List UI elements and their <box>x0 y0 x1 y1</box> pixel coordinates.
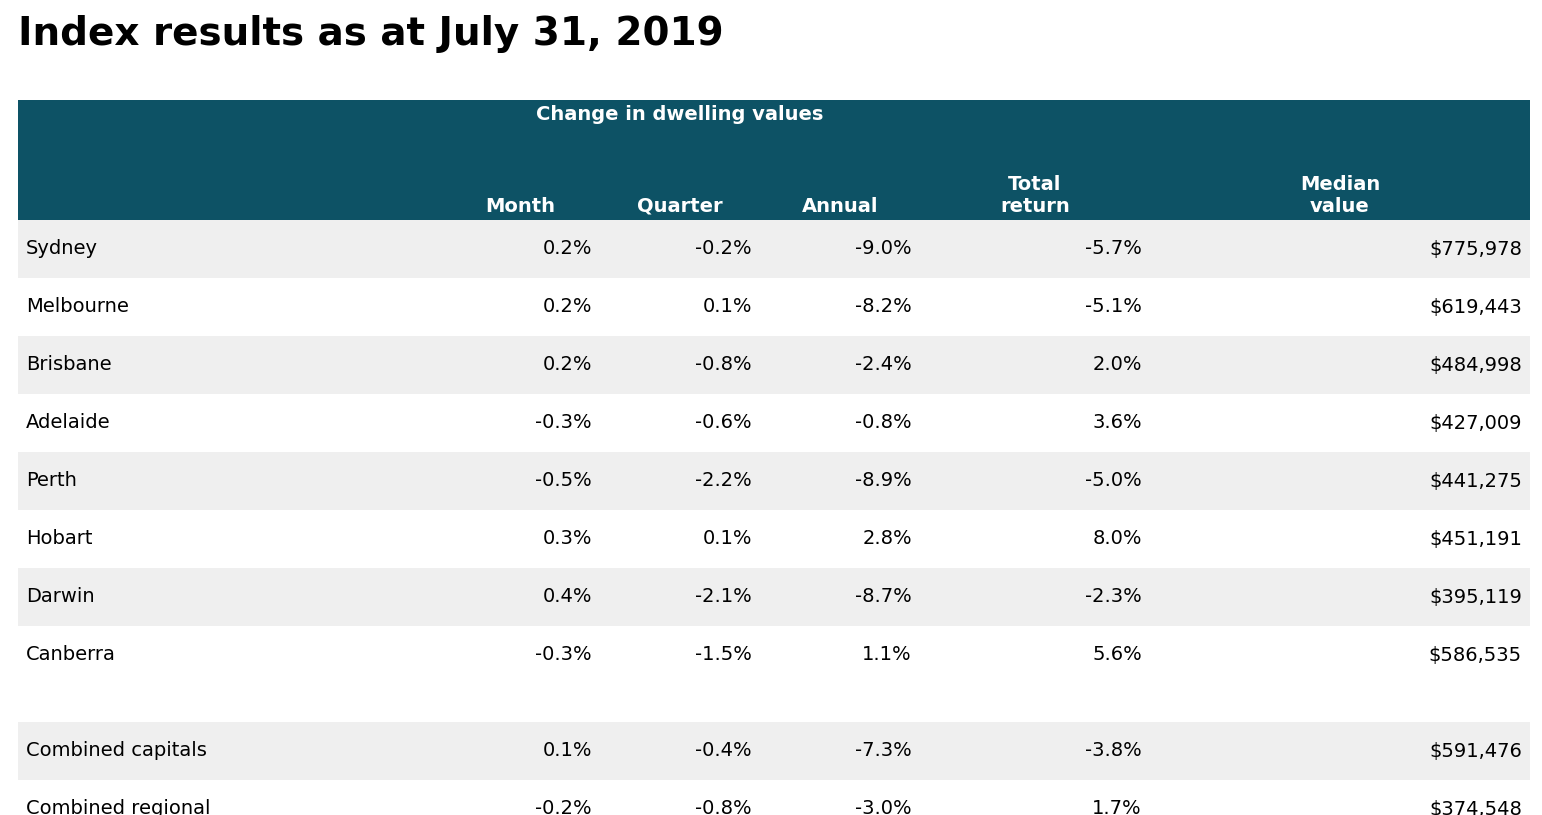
Text: $586,535: $586,535 <box>1429 645 1522 664</box>
Text: $619,443: $619,443 <box>1429 297 1522 316</box>
Text: -1.5%: -1.5% <box>695 645 752 664</box>
Text: -5.0%: -5.0% <box>1086 472 1143 491</box>
Text: 0.1%: 0.1% <box>543 742 592 760</box>
Text: $484,998: $484,998 <box>1429 355 1522 375</box>
Text: 5.6%: 5.6% <box>1092 645 1143 664</box>
Text: -5.1%: -5.1% <box>1086 297 1143 316</box>
Text: Combined regional: Combined regional <box>26 800 211 815</box>
Text: Change in dwelling values: Change in dwelling values <box>537 105 823 124</box>
Text: -7.3%: -7.3% <box>856 742 911 760</box>
Text: 0.4%: 0.4% <box>543 588 592 606</box>
Text: $775,978: $775,978 <box>1429 240 1522 258</box>
Text: -0.8%: -0.8% <box>856 413 911 433</box>
Text: 0.2%: 0.2% <box>543 297 592 316</box>
Text: 0.1%: 0.1% <box>703 297 752 316</box>
Text: Median
value: Median value <box>1300 175 1380 216</box>
Text: Brisbane: Brisbane <box>26 355 111 375</box>
Text: -9.0%: -9.0% <box>856 240 911 258</box>
Text: 2.8%: 2.8% <box>862 530 911 548</box>
Bar <box>19 568 1530 626</box>
Text: -2.1%: -2.1% <box>695 588 752 606</box>
Text: Annual: Annual <box>802 197 879 216</box>
Text: -3.8%: -3.8% <box>1086 742 1143 760</box>
Text: Total
return: Total return <box>1001 175 1070 216</box>
Bar <box>19 780 1530 815</box>
Text: -2.3%: -2.3% <box>1086 588 1143 606</box>
Text: -5.7%: -5.7% <box>1086 240 1143 258</box>
Text: 0.2%: 0.2% <box>543 355 592 375</box>
Text: -0.5%: -0.5% <box>535 472 592 491</box>
Text: 8.0%: 8.0% <box>1092 530 1143 548</box>
Text: -8.2%: -8.2% <box>856 297 911 316</box>
Text: Melbourne: Melbourne <box>26 297 130 316</box>
Bar <box>19 100 1530 220</box>
Text: Adelaide: Adelaide <box>26 413 111 433</box>
Text: 0.3%: 0.3% <box>543 530 592 548</box>
Text: 0.1%: 0.1% <box>703 530 752 548</box>
Bar <box>19 394 1530 452</box>
Bar <box>19 278 1530 336</box>
Text: -0.3%: -0.3% <box>535 645 592 664</box>
Text: 1.7%: 1.7% <box>1092 800 1143 815</box>
Text: -0.2%: -0.2% <box>695 240 752 258</box>
Text: Hobart: Hobart <box>26 530 93 548</box>
Text: -0.3%: -0.3% <box>535 413 592 433</box>
Text: -2.2%: -2.2% <box>695 472 752 491</box>
Text: 0.2%: 0.2% <box>543 240 592 258</box>
Bar <box>19 510 1530 568</box>
Text: 3.6%: 3.6% <box>1092 413 1143 433</box>
Text: Index results as at July 31, 2019: Index results as at July 31, 2019 <box>19 15 723 53</box>
Text: Month: Month <box>486 197 555 216</box>
Text: $374,548: $374,548 <box>1429 800 1522 815</box>
Text: -0.8%: -0.8% <box>695 800 752 815</box>
Text: $427,009: $427,009 <box>1429 413 1522 433</box>
Text: -0.4%: -0.4% <box>695 742 752 760</box>
Text: Sydney: Sydney <box>26 240 99 258</box>
Text: Quarter: Quarter <box>637 197 723 216</box>
Text: $591,476: $591,476 <box>1429 742 1522 760</box>
Text: -8.7%: -8.7% <box>856 588 911 606</box>
Text: -8.9%: -8.9% <box>856 472 911 491</box>
Bar <box>19 220 1530 278</box>
Text: 2.0%: 2.0% <box>1092 355 1143 375</box>
Text: -3.0%: -3.0% <box>856 800 911 815</box>
Text: -0.8%: -0.8% <box>695 355 752 375</box>
Text: -0.2%: -0.2% <box>535 800 592 815</box>
Text: Combined capitals: Combined capitals <box>26 742 207 760</box>
Text: Canberra: Canberra <box>26 645 116 664</box>
Text: $441,275: $441,275 <box>1429 472 1522 491</box>
Bar <box>19 452 1530 510</box>
Text: $451,191: $451,191 <box>1429 530 1522 548</box>
Text: -0.6%: -0.6% <box>695 413 752 433</box>
Bar <box>19 336 1530 394</box>
Text: Darwin: Darwin <box>26 588 94 606</box>
Bar <box>19 722 1530 780</box>
Text: $395,119: $395,119 <box>1429 588 1522 606</box>
Text: -2.4%: -2.4% <box>856 355 911 375</box>
Text: Perth: Perth <box>26 472 77 491</box>
Text: 1.1%: 1.1% <box>862 645 911 664</box>
Bar <box>19 626 1530 684</box>
